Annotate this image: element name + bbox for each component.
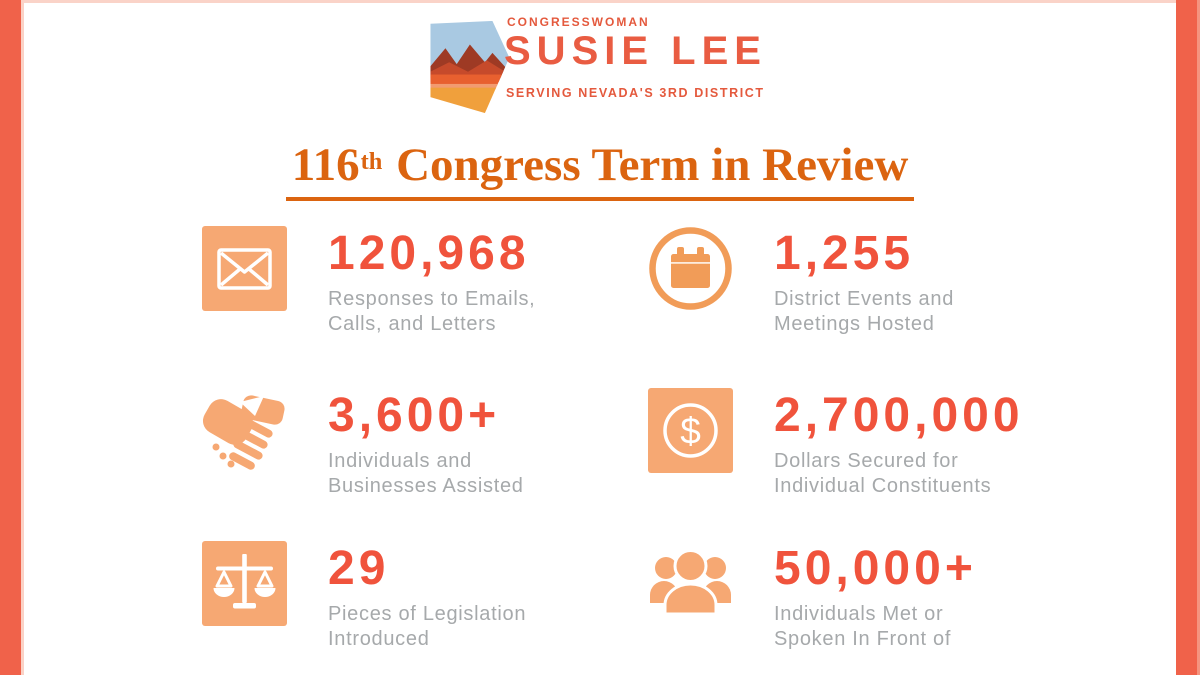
title-number: 116 <box>291 139 360 191</box>
stat-label: Pieces of Legislation Introduced <box>328 603 527 650</box>
stat-label: Dollars Secured for Individual Constituen… <box>774 450 992 497</box>
page-title: 116th Congress Term in Review <box>0 138 1200 201</box>
envelope-icon <box>202 226 287 311</box>
stat-label: Individuals Met or Spoken In Front of <box>774 603 952 650</box>
people-icon <box>648 541 733 626</box>
right-edge-strip <box>1197 0 1200 675</box>
stat-value: 120,968 <box>328 227 530 280</box>
calendar-icon <box>648 226 733 311</box>
stat-assisted: 3,600+ Individuals and Businesses Assiste… <box>202 388 524 498</box>
stat-value: 2,700,000 <box>774 389 1024 442</box>
stat-label: Responses to Emails, Calls, and Letters <box>328 288 536 335</box>
right-accent-bar <box>1176 0 1197 675</box>
logo-tagline: SERVING NEVADA'S 3RD DISTRICT <box>506 86 765 100</box>
left-pink-strip <box>21 0 24 675</box>
stat-label: District Events and Meetings Hosted <box>774 288 955 335</box>
stat-dollars: $ 2,700,000 Dollars Secured for Individua… <box>648 388 1024 498</box>
nevada-state-icon <box>430 20 510 114</box>
handshake-icon <box>202 388 287 473</box>
stat-legislation: 29 Pieces of Legislation Introduced <box>202 541 526 651</box>
title-rest: Congress Term in Review <box>384 139 909 191</box>
stat-events: 1,255 District Events and Meetings Hosted <box>648 226 954 336</box>
dollar-icon: $ <box>648 388 733 473</box>
stat-value: 1,255 <box>774 227 915 280</box>
stat-individuals-met: 50,000+ Individuals Met or Spoken In Fron… <box>648 541 977 651</box>
logo-name: SUSIE LEE <box>504 29 767 73</box>
scales-icon <box>202 541 287 626</box>
left-accent-bar <box>0 0 21 675</box>
logo-kicker: CONGRESSWOMAN <box>507 15 650 29</box>
top-pink-strip <box>24 0 1176 3</box>
dollar-sign: $ <box>680 411 701 452</box>
title-ordinal: th <box>360 148 383 176</box>
stat-value: 50,000+ <box>774 542 977 595</box>
stat-value: 29 <box>328 542 390 595</box>
logo: CONGRESSWOMAN SUSIE LEE SERVING NEVADA'S… <box>0 0 1200 130</box>
stat-label: Individuals and Businesses Assisted <box>328 450 524 497</box>
stat-value: 3,600+ <box>328 389 501 442</box>
stat-responses: 120,968 Responses to Emails, Calls, and L… <box>202 226 535 336</box>
